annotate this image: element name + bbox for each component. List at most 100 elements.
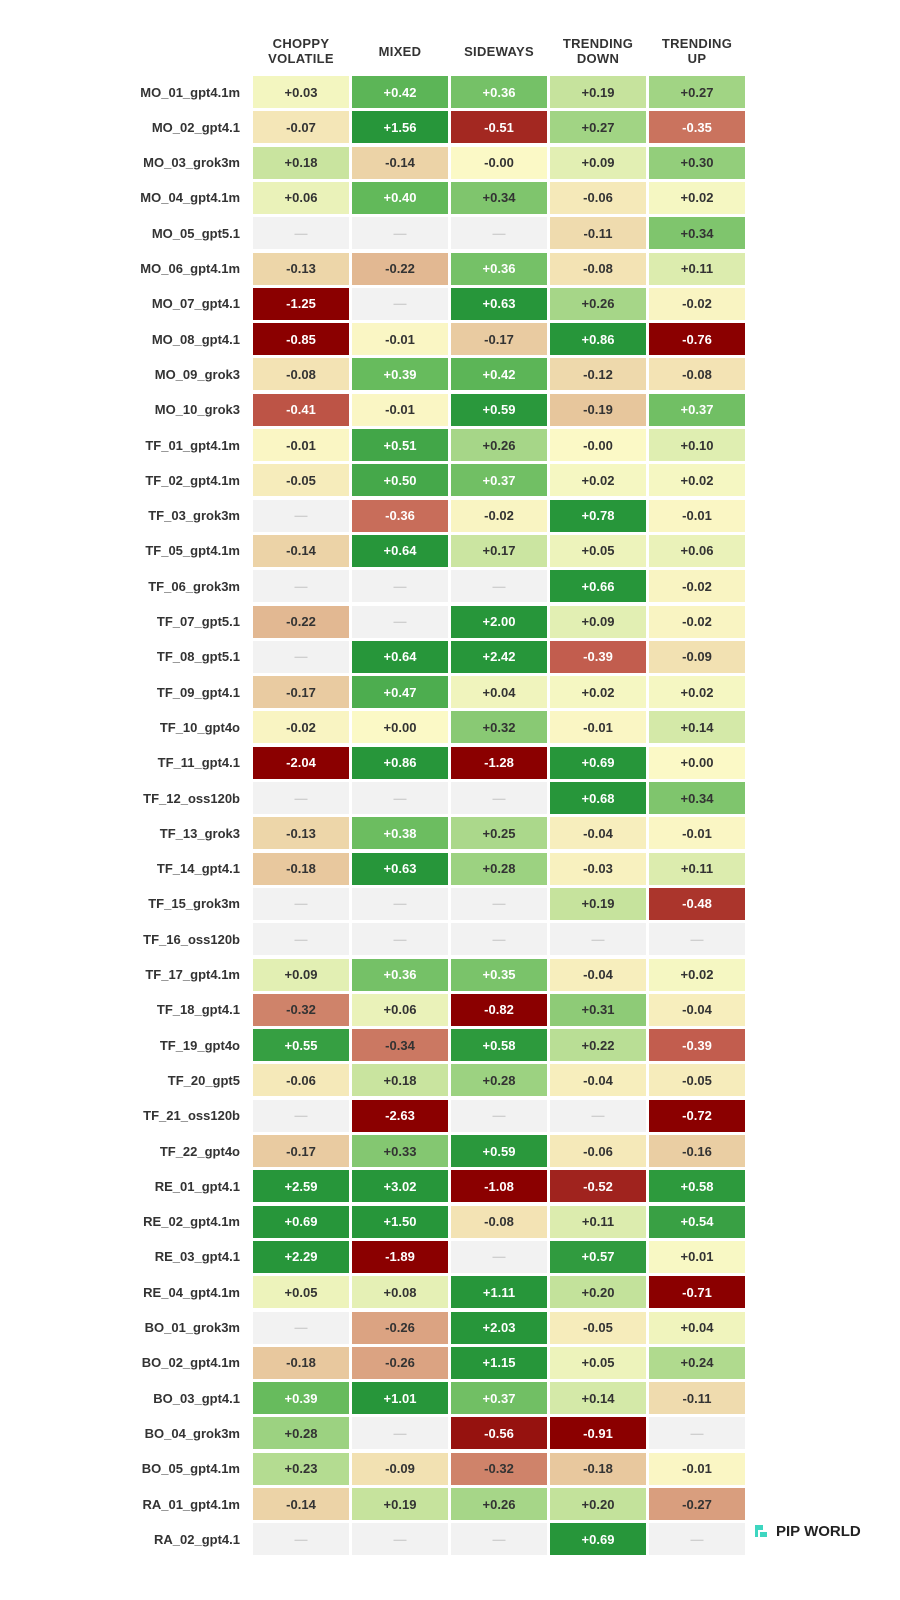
heatmap-cell: +0.27	[550, 111, 646, 144]
row-label: TF_12_oss120b	[143, 790, 240, 806]
row-label: TF_13_grok3	[159, 825, 240, 841]
heatmap-cell: +0.39	[352, 358, 448, 391]
value-label: +0.34	[680, 790, 714, 806]
value-label: +0.37	[482, 472, 516, 488]
heatmap-cell: -0.06	[550, 1135, 646, 1167]
heatmap-cell: +0.00	[352, 711, 448, 744]
value-label: -0.18	[286, 1355, 316, 1371]
heatmap-cell: +0.28	[451, 1064, 547, 1097]
value-label: —	[492, 931, 506, 947]
heatmap-cell: +0.86	[550, 323, 646, 356]
value-label: +0.00	[680, 755, 714, 771]
row-label: TF_06_grok3m	[148, 578, 240, 594]
heatmap-cell: +0.58	[649, 1170, 745, 1203]
value-label: -2.04	[286, 755, 316, 771]
value-label: +2.59	[284, 1178, 318, 1194]
heatmap-cell: +0.63	[451, 287, 547, 320]
value-label: -0.04	[583, 967, 613, 982]
heatmap-cell: -0.02	[451, 499, 547, 532]
heatmap-cell: -0.36	[352, 499, 448, 532]
heatmap-cell: -0.06	[550, 181, 646, 214]
heatmap-cell: +2.00	[451, 605, 547, 638]
value-label: +0.00	[383, 719, 417, 735]
value-label: +1.11	[482, 1284, 516, 1300]
heatmap-cell: +0.64	[352, 534, 448, 567]
value-label: +0.05	[284, 1284, 318, 1300]
value-label: —	[294, 508, 308, 524]
value-label: -0.09	[682, 649, 712, 665]
value-label: -0.01	[286, 437, 316, 453]
logo-icon	[755, 1525, 767, 1537]
value-label: —	[492, 578, 506, 594]
heatmap-cell: -0.11	[550, 217, 646, 250]
value-label: —	[492, 1249, 506, 1265]
row-label: TF_09_gpt4.1	[156, 684, 240, 700]
value-label: +0.11	[680, 861, 714, 877]
heatmap-cell: +0.40	[352, 181, 448, 214]
value-label: -0.17	[484, 331, 514, 347]
value-label: +0.04	[680, 1320, 714, 1335]
value-label: -0.39	[583, 649, 613, 665]
value-label: +0.36	[482, 84, 516, 100]
heatmap-cell: —	[451, 570, 547, 603]
value-label: +0.38	[383, 825, 417, 841]
value-label: +0.02	[581, 472, 615, 488]
value-label: +0.78	[581, 508, 615, 524]
value-label: -0.34	[385, 1037, 415, 1053]
value-label: +0.31	[581, 1002, 615, 1018]
heatmap-cell: -0.56	[451, 1417, 547, 1450]
value-label: -0.06	[286, 1072, 316, 1088]
value-label: +3.02	[383, 1178, 417, 1194]
value-label: -0.22	[385, 261, 415, 276]
value-label: -0.01	[583, 719, 613, 735]
value-label: -0.08	[484, 1214, 514, 1230]
value-label: —	[393, 614, 407, 629]
column-header: TRENDING DOWN	[562, 36, 634, 66]
heatmap-cell: +0.02	[649, 676, 745, 709]
heatmap-cell: -0.04	[550, 1064, 646, 1097]
row-label: TF_11_gpt4.1	[157, 755, 240, 771]
value-label: +0.19	[581, 896, 615, 912]
heatmap-cell: +0.55	[253, 1029, 349, 1062]
heatmap-cell: -0.02	[649, 605, 745, 638]
heatmap-cell: —	[451, 217, 547, 250]
heatmap-cell: —	[253, 499, 349, 532]
value-label: +0.11	[581, 1214, 615, 1230]
row-label: BO_02_gpt4.1m	[141, 1355, 240, 1371]
value-label: +0.06	[284, 190, 318, 206]
row-label: RE_03_gpt4.1	[154, 1249, 240, 1265]
value-label: +0.02	[581, 684, 615, 700]
heatmap-cell: —	[451, 923, 547, 956]
heatmap-cell: +0.26	[451, 429, 547, 461]
value-label: +0.54	[680, 1214, 714, 1230]
heatmap-cell: —	[253, 1523, 349, 1556]
heatmap-cell: +0.36	[451, 252, 547, 285]
value-label: +0.28	[284, 1425, 318, 1441]
row-label: MO_07_gpt4.1	[151, 296, 240, 312]
heatmap-cell: —	[352, 287, 448, 320]
value-label: -0.03	[583, 861, 613, 877]
value-label: +2.42	[482, 649, 516, 665]
value-label: +0.09	[284, 967, 318, 982]
row-label: TF_21_oss120b	[143, 1108, 240, 1124]
row-label: BO_04_grok3m	[144, 1425, 240, 1441]
value-label: +0.37	[680, 402, 714, 418]
value-label: +0.63	[482, 296, 516, 312]
heatmap-cell: +0.04	[649, 1311, 745, 1344]
heatmap-cell: +2.59	[253, 1170, 349, 1203]
heatmap-cell: +0.58	[451, 1029, 547, 1062]
value-label: -0.07	[286, 119, 316, 135]
heatmap-cell: -0.01	[649, 817, 745, 850]
heatmap-cell: +0.39	[253, 1382, 349, 1415]
value-label: +0.11	[680, 261, 714, 276]
heatmap-cell: -0.01	[352, 393, 448, 426]
value-label: -0.08	[583, 261, 613, 276]
heatmap-cell: -1.25	[253, 287, 349, 320]
heatmap-cell: +0.02	[550, 464, 646, 497]
heatmap-cell: +0.33	[352, 1135, 448, 1167]
heatmap-cell: +0.11	[550, 1205, 646, 1238]
heatmap-cell: +0.26	[550, 287, 646, 320]
value-label: -1.08	[484, 1178, 514, 1194]
value-label: +0.26	[581, 296, 615, 312]
